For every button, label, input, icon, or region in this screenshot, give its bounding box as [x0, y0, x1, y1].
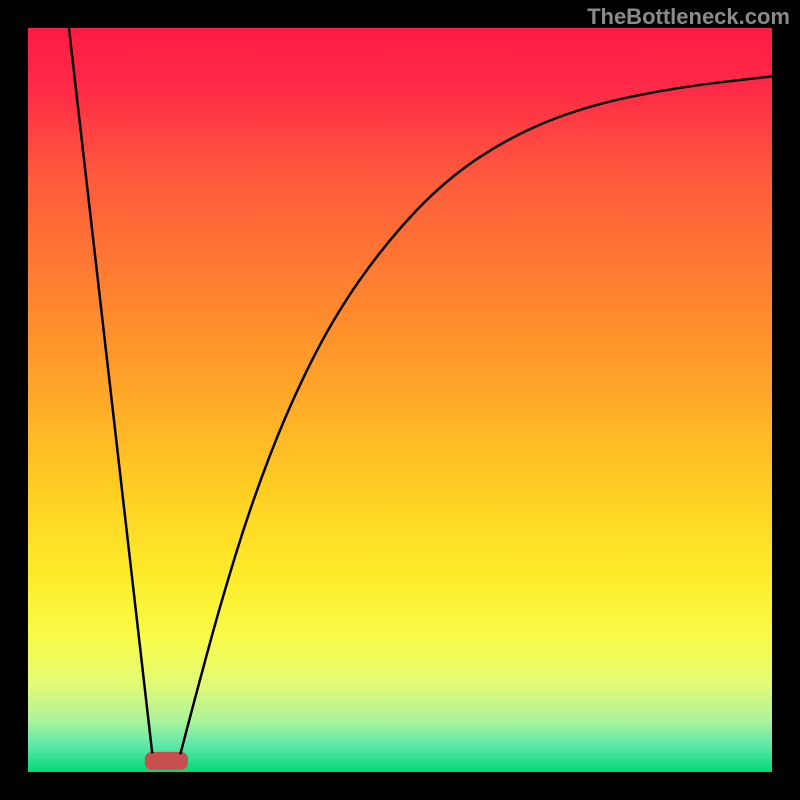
chart-background: [28, 28, 772, 772]
watermark-text: TheBottleneck.com: [587, 4, 790, 30]
root-container: TheBottleneck.com: [0, 0, 800, 800]
plot-area: [28, 28, 772, 772]
chart-svg: [28, 28, 772, 772]
bottleneck-marker: [145, 752, 188, 770]
